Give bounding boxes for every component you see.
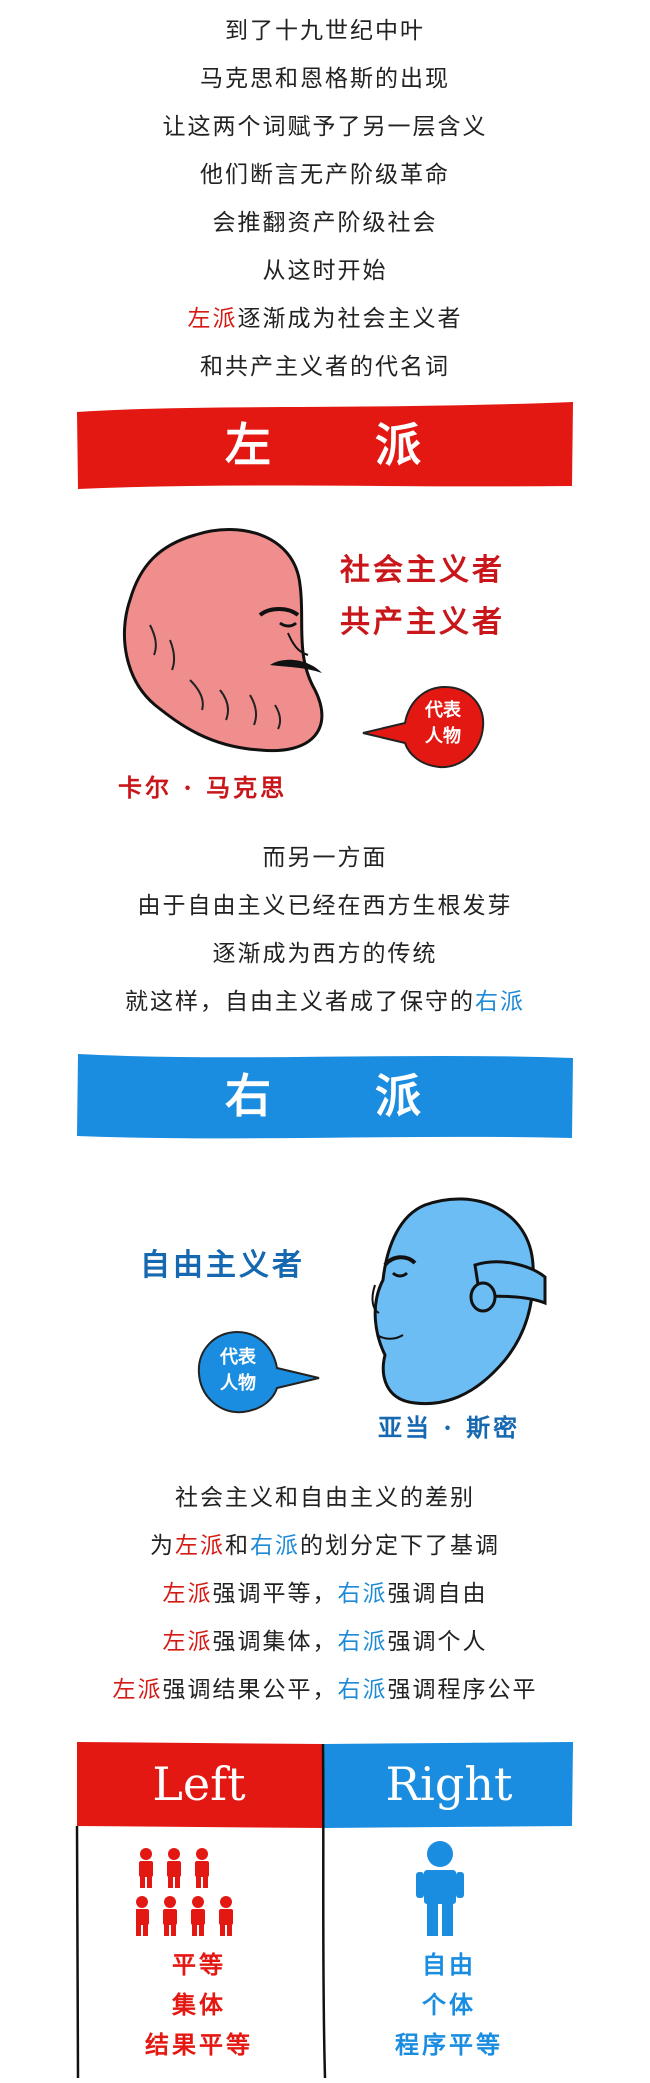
text-segment: 强调平等， (212, 1581, 338, 1607)
text-line: 就这样，自由主义者成了保守的右派 (0, 978, 650, 1026)
left-item-outcome-equality: 结果平等 (145, 2030, 253, 2059)
left-role-socialist: 社会主义者 (340, 553, 505, 588)
left-bubble-line-1: 代表 (425, 700, 461, 721)
right-term: 右派 (337, 1629, 388, 1655)
left-term: 左派 (162, 1581, 213, 1607)
text-line: 到了十九世纪中叶 (0, 7, 650, 55)
text-segment: 强调集体， (212, 1629, 338, 1655)
text-segment: 逐渐成为社会主义者 (237, 306, 463, 332)
right-role-liberal: 自由主义者 (140, 1248, 305, 1283)
left-item-collective: 集体 (172, 1990, 226, 2019)
text-segment: 强调自由 (387, 1581, 488, 1607)
text-line: 而另一方面 (0, 834, 650, 882)
text-segment: 和共产主义者的代名词 (200, 354, 450, 380)
left-bubble-line-2: 人物 (425, 726, 461, 747)
text-segment: 由于自由主义已经在西方生根发芽 (137, 893, 513, 919)
table-center-divider (321, 1743, 327, 2079)
text-line: 和共产主义者的代名词 (0, 343, 650, 391)
text-line: 社会主义和自由主义的差别 (0, 1474, 650, 1522)
left-term: 左派 (187, 306, 238, 332)
adam-smith-portrait-icon (371, 1197, 547, 1406)
text-segment: 强调程序公平 (387, 1677, 538, 1703)
right-bubble-line-2: 人物 (220, 1373, 256, 1394)
right-banner-shape (77, 1054, 573, 1139)
right-bubble-text: 代表 人物 (200, 1345, 276, 1397)
intro-paragraph: 到了十九世纪中叶 马克思和恩格斯的出现让这两个词赋予了另一层含义 他们断言无产阶级革… (0, 7, 650, 391)
text-segment: 社会主义和自由主义的差别 (175, 1485, 475, 1511)
left-header-label: Left (152, 1757, 246, 1811)
text-segment: 而另一方面 (262, 845, 388, 871)
right-header-cell (323, 1742, 573, 1828)
text-segment: 会推翻资产阶级社会 (212, 210, 438, 236)
right-bubble-line-1: 代表 (220, 1347, 256, 1368)
right-banner: 右 派 (75, 1050, 575, 1142)
right-item-procedural-equality: 程序平等 (395, 2030, 503, 2059)
right-item-freedom: 自由 (422, 1950, 476, 1979)
text-segment: 让这两个词赋予了另一层含义 (162, 114, 488, 140)
karl-marx-portrait-icon (122, 527, 324, 753)
text-segment: 逐渐成为西方的传统 (212, 941, 438, 967)
text-line: 马克思和恩格斯的出现 (0, 55, 650, 103)
left-term: 左派 (162, 1629, 213, 1655)
text-segment: 从这时开始 (262, 258, 388, 284)
left-items: 平等 集体 结果平等 (75, 1945, 323, 2065)
text-line: 由于自由主义已经在西方生根发芽 (0, 882, 650, 930)
left-banner-title: 左 派 (225, 418, 425, 472)
right-term: 右派 (337, 1581, 388, 1607)
left-term: 左派 (112, 1677, 163, 1703)
group-of-people-icon (136, 1848, 233, 1936)
text-segment: 马克思和恩格斯的出现 (200, 66, 450, 92)
text-line: 为左派和右派的划分定下了基调 (0, 1522, 650, 1570)
text-segment: 的划分定下了基调 (300, 1533, 500, 1559)
text-segment: 强调结果公平， (162, 1677, 338, 1703)
individual-person-icon (416, 1841, 464, 1936)
left-bubble-text: 代表 人物 (405, 698, 481, 750)
left-person-name: 卡尔 · 马克思 (118, 773, 288, 802)
text-segment: 他们断言无产阶级革命 (200, 162, 450, 188)
left-banner-shape (77, 402, 573, 489)
right-item-individual: 个体 (422, 1990, 476, 2019)
text-line: 左派强调结果公平，右派强调程序公平 (0, 1666, 650, 1714)
text-line: 左派逐渐成为社会主义者 (0, 295, 650, 343)
text-line: 让这两个词赋予了另一层含义 (0, 103, 650, 151)
left-item-equality: 平等 (172, 1950, 226, 1979)
compare-paragraph: 社会主义和自由主义的差别 为左派和右派的划分定下了基调 左派强调平等，右派强调自由左… (0, 1474, 650, 1714)
text-line: 逐渐成为西方的传统 (0, 930, 650, 978)
right-speech-bubble-icon (197, 1330, 320, 1414)
table-left-border (75, 1825, 80, 2079)
text-line: 左派强调平等，右派强调自由 (0, 1570, 650, 1618)
text-line: 会推翻资产阶级社会 (0, 199, 650, 247)
right-banner-title: 右 派 (225, 1069, 425, 1123)
right-person-name: 亚当 · 斯密 (378, 1413, 521, 1442)
left-speech-bubble-icon (362, 685, 485, 769)
left-role-communist: 共产主义者 (340, 605, 505, 640)
left-banner: 左 派 (75, 400, 575, 490)
text-line: 从这时开始 (0, 247, 650, 295)
text-segment: 到了十九世纪中叶 (225, 18, 425, 44)
left-roles: 社会主义者 共产主义者 (340, 545, 505, 649)
text-segment: 强调个人 (387, 1629, 488, 1655)
text-line: 左派强调集体，右派强调个人 (0, 1618, 650, 1666)
left-term: 左派 (175, 1533, 225, 1559)
text-segment: 和 (225, 1533, 250, 1559)
middle-paragraph: 而另一方面由于自由主义已经在西方生根发芽 逐渐成为西方的传统就这样，自由主义者成了… (0, 834, 650, 1026)
right-items: 自由 个体 程序平等 (323, 1945, 575, 2065)
left-header-cell (77, 1742, 323, 1828)
text-segment: 为 (150, 1533, 175, 1559)
text-line: 他们断言无产阶级革命 (0, 151, 650, 199)
right-term: 右派 (475, 989, 525, 1015)
right-term: 右派 (250, 1533, 300, 1559)
comparison-table: Left Right 平等 集体 结果平等 自由 个体 (75, 1740, 575, 2080)
text-segment: 就这样，自由主义者成了保守的 (125, 989, 475, 1015)
right-header-label: Right (385, 1757, 513, 1811)
right-term: 右派 (337, 1677, 388, 1703)
